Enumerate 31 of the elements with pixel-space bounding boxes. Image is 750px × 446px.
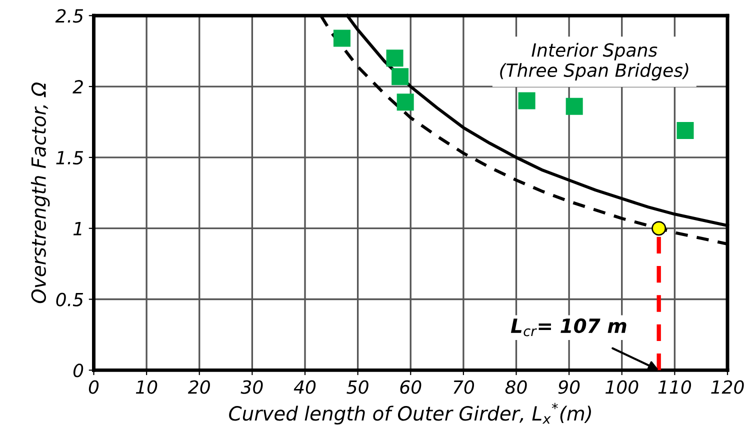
y-tick-label: 1.5 bbox=[56, 151, 84, 165]
x-axis-title: Curved length of Outer Girder, L$_{x}$$^{*}$(m) bbox=[229, 402, 591, 425]
x-tick-label: 60 bbox=[400, 380, 422, 394]
point bbox=[566, 98, 583, 115]
annotation: Interior Spans (Three Span Bridges) bbox=[500, 42, 688, 81]
annotation: L$_{cr}$= 107 m bbox=[510, 318, 626, 336]
point bbox=[652, 221, 666, 236]
x-tick-label: 120 bbox=[711, 380, 744, 394]
x-tick-label: 50 bbox=[346, 380, 368, 394]
x-tick-label: 30 bbox=[240, 380, 263, 394]
y-tick-label: 2.5 bbox=[55, 9, 84, 23]
y-tick-label: 0 bbox=[73, 364, 84, 378]
x-tick-label: 110 bbox=[658, 380, 692, 394]
point bbox=[392, 68, 409, 86]
y-tick-label: 1 bbox=[73, 222, 82, 236]
x-tick-label: 80 bbox=[505, 380, 527, 394]
x-tick-label: 70 bbox=[454, 380, 474, 394]
y-tick-label: 0.5 bbox=[56, 292, 84, 306]
y-tick-label: 2 bbox=[72, 80, 83, 94]
point bbox=[676, 122, 694, 139]
point bbox=[396, 94, 414, 111]
x-tick-label: 100 bbox=[606, 380, 638, 394]
x-tick-label: 10 bbox=[136, 380, 158, 394]
point bbox=[333, 30, 350, 47]
x-tick-label: 20 bbox=[188, 380, 210, 394]
y-axis-title: Overstrength Factor, Ω bbox=[30, 82, 50, 304]
x-tick-label: 0 bbox=[88, 380, 99, 394]
x-tick-label: 40 bbox=[294, 380, 316, 394]
x-tick-label: 90 bbox=[558, 380, 580, 394]
point bbox=[518, 92, 536, 110]
point bbox=[386, 50, 404, 67]
